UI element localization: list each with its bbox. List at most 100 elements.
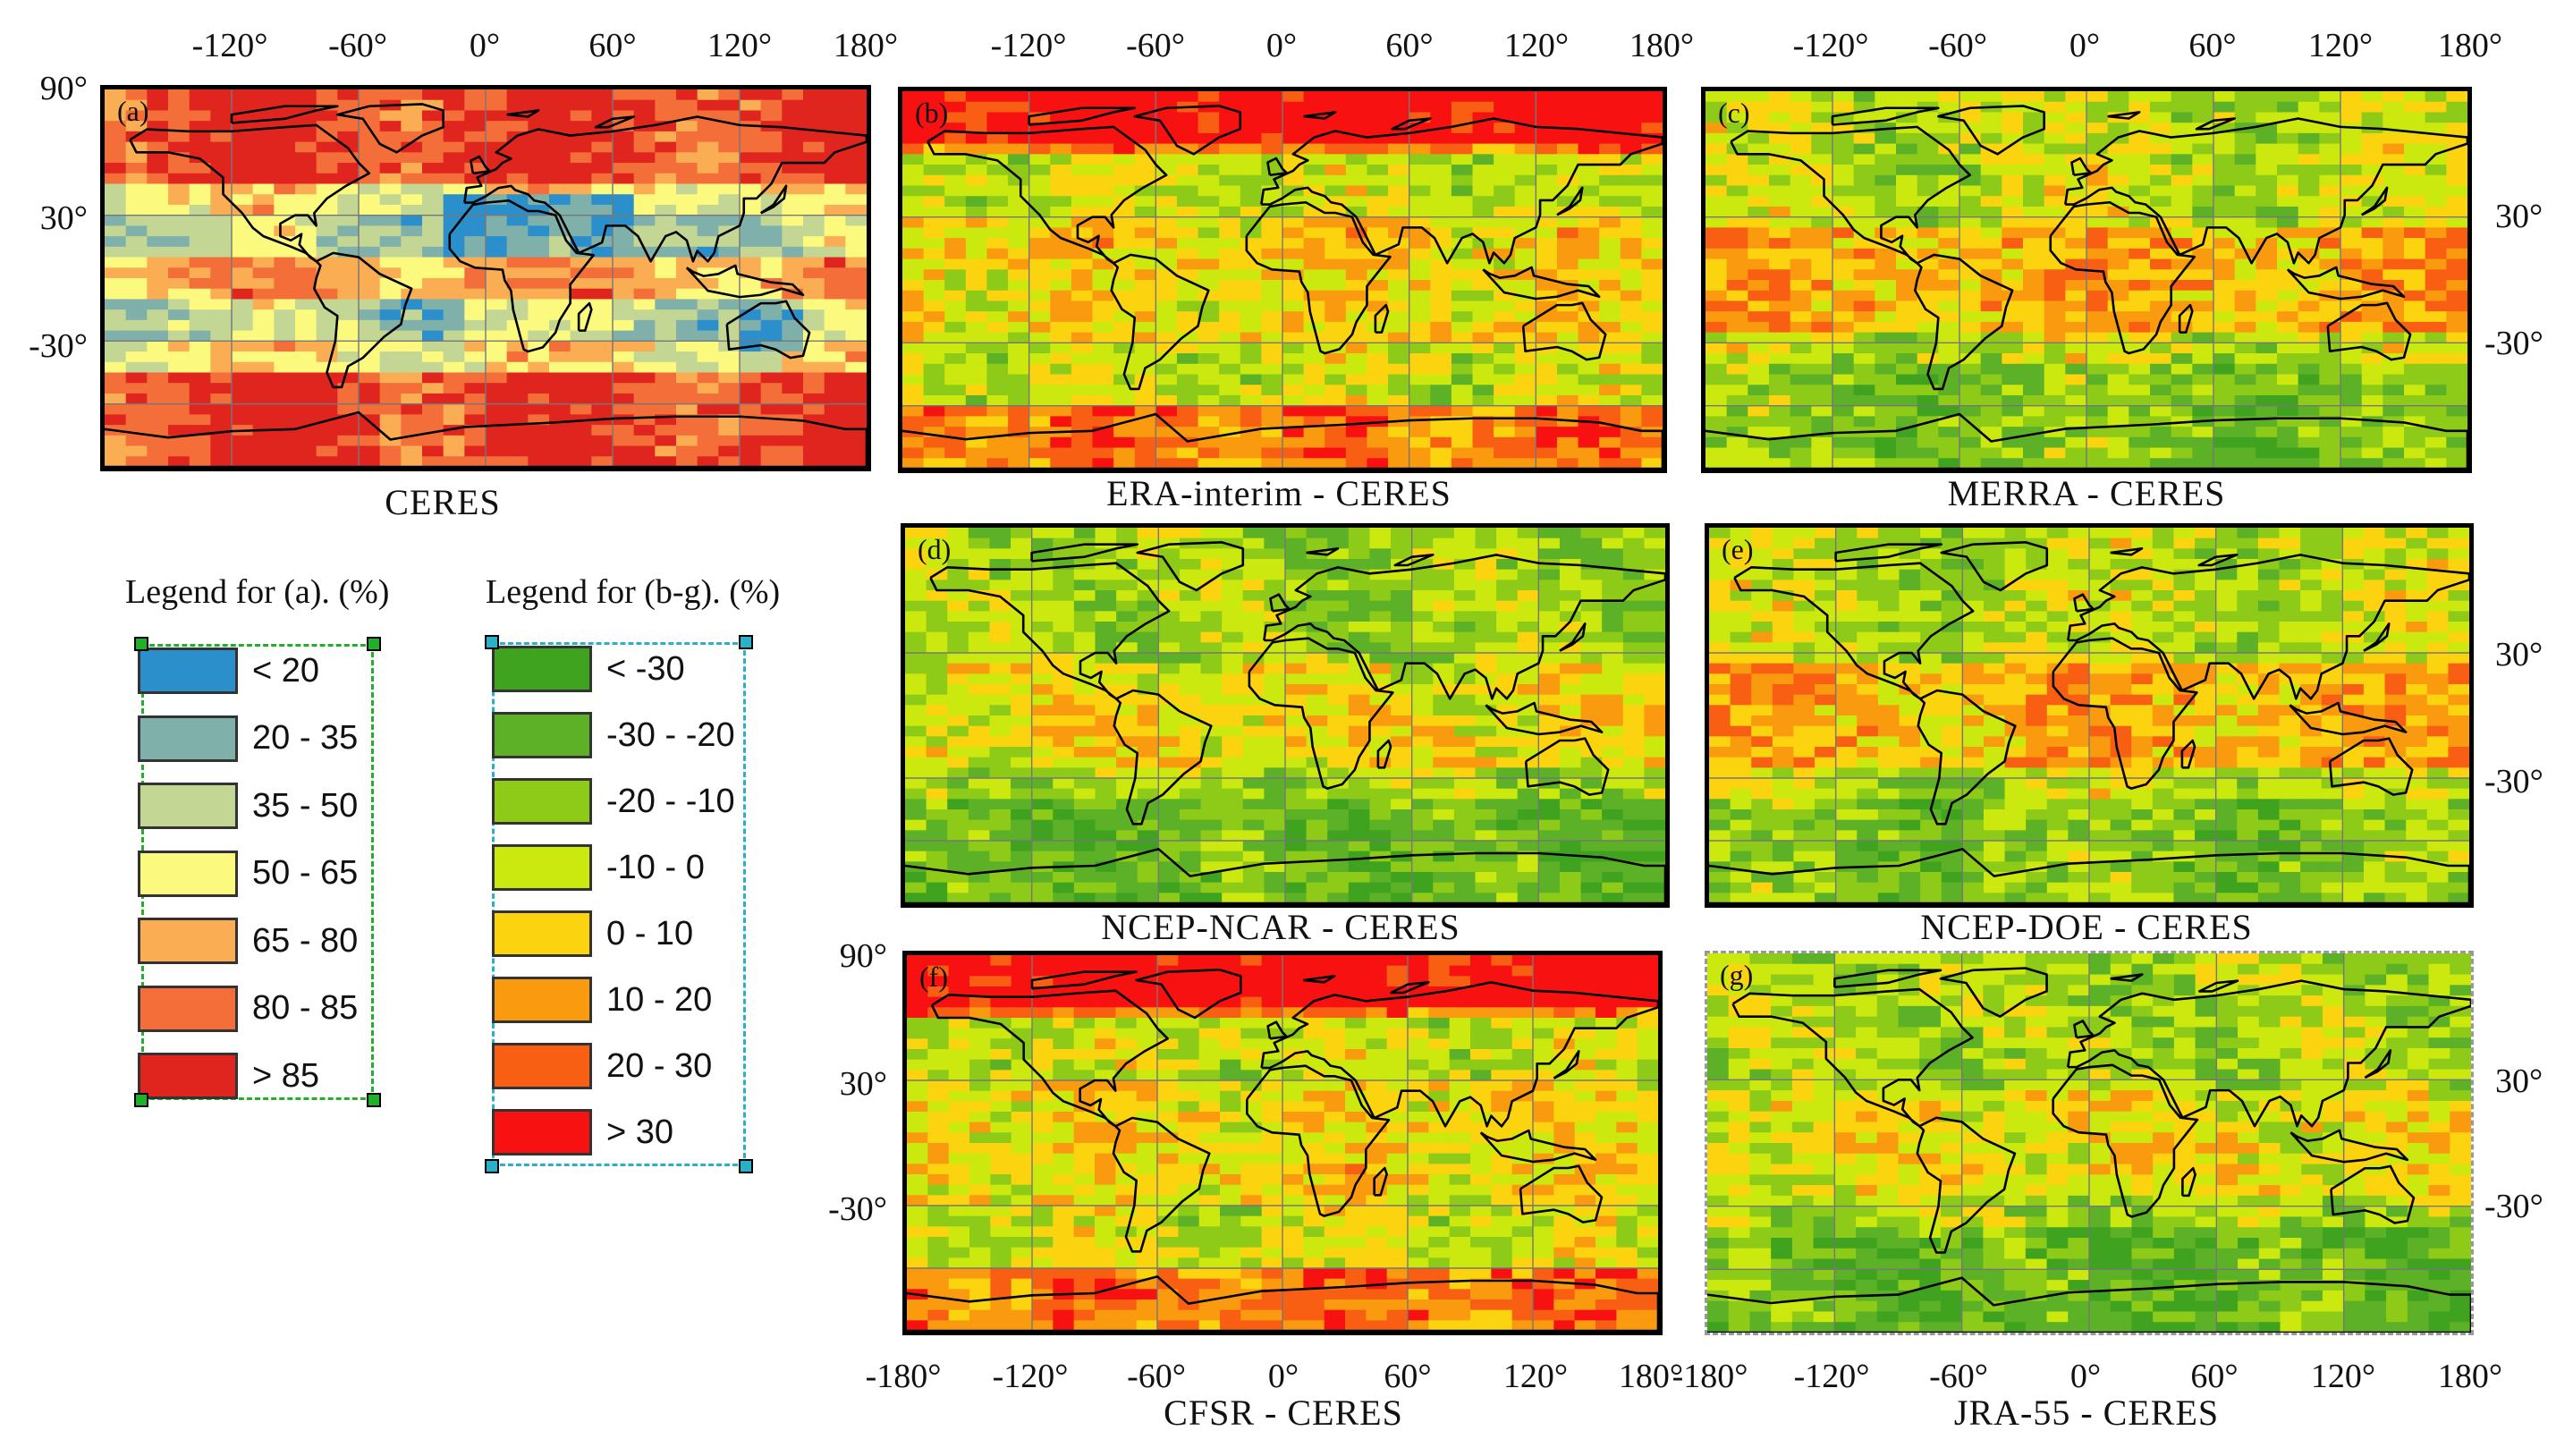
- map-cell: [1980, 143, 2003, 156]
- map-cell: [1748, 280, 1771, 292]
- map-cell: [2002, 101, 2025, 114]
- map-cell: [506, 225, 529, 238]
- map-cell: [986, 290, 1010, 302]
- map-cell: [1811, 353, 1834, 366]
- map-cell: [1602, 747, 1625, 759]
- map-cell: [549, 299, 572, 311]
- map-cell: [2298, 353, 2321, 366]
- map-cell: [760, 361, 783, 374]
- map-cell: [1095, 622, 1118, 634]
- map-cell: [1264, 663, 1287, 675]
- map-cell: [1137, 778, 1160, 791]
- map-cell: [2319, 91, 2342, 104]
- map-cell: [443, 215, 466, 227]
- map-cell: [1748, 258, 1771, 271]
- map-cell: [1369, 642, 1392, 655]
- map-cell: [2256, 405, 2279, 418]
- map-cell: [1514, 394, 1537, 408]
- map-cell: [422, 288, 445, 301]
- map-cell: [2361, 248, 2384, 260]
- map-cell: [1137, 673, 1160, 686]
- map-cell: [1536, 353, 1559, 366]
- map-cell: [2340, 394, 2364, 408]
- map-cell: [1155, 206, 1179, 219]
- map-cell: [613, 89, 636, 102]
- map-cell: [1008, 206, 1031, 219]
- map-cell: [1050, 447, 1073, 460]
- map-cell: [2256, 132, 2279, 146]
- map-cell: [189, 278, 212, 291]
- map-cell: [613, 435, 636, 447]
- map-cell: [1453, 590, 1477, 603]
- map-cell: [1959, 248, 1983, 260]
- map-cell: [1517, 538, 1540, 550]
- map-cell: [2086, 91, 2110, 104]
- map-cell: [1092, 143, 1115, 156]
- map-cell: [1641, 174, 1663, 187]
- map-cell: [295, 383, 318, 395]
- map-cell: [1705, 416, 1729, 428]
- map-cell: [1494, 101, 1517, 114]
- map-cell: [1472, 185, 1495, 198]
- map-cell: [1176, 154, 1199, 166]
- map-cell: [422, 403, 445, 416]
- map-cell: [274, 456, 297, 467]
- map-cell: [274, 403, 297, 416]
- map-cell: [2107, 227, 2130, 240]
- map-cell: [2340, 154, 2364, 166]
- map-cell: [1514, 332, 1537, 344]
- map-cell: [760, 225, 783, 238]
- map-cell: [1008, 143, 1031, 156]
- map-cell: [1113, 91, 1137, 104]
- map-cell: [1620, 416, 1643, 428]
- map-cell: [1430, 385, 1453, 397]
- map-cell: [718, 215, 741, 227]
- coastline: [594, 115, 635, 129]
- map-cell: [1453, 538, 1477, 550]
- map-cell: [633, 456, 656, 467]
- map-cell: [549, 456, 572, 467]
- map-cell: [486, 141, 509, 154]
- map-cell: [1367, 227, 1390, 240]
- map-cell: [986, 174, 1010, 187]
- map-cell: [189, 403, 212, 416]
- map-cell: [2213, 216, 2237, 229]
- coastline: [1937, 105, 2045, 156]
- map-cell: [1219, 112, 1242, 124]
- map-cell: [740, 131, 763, 144]
- map-cell: [591, 278, 614, 291]
- map-cell: [718, 435, 741, 447]
- map-cell: [1261, 332, 1284, 344]
- map-cell: [1242, 569, 1265, 581]
- map-cell: [105, 121, 128, 133]
- map-cell: [2171, 394, 2194, 408]
- map-cell: [1092, 405, 1115, 418]
- map-cell: [422, 278, 445, 291]
- map-cell: [1050, 416, 1073, 428]
- map-cell: [1345, 436, 1368, 449]
- map-cell: [1411, 528, 1435, 540]
- map-cell: [1559, 788, 1582, 800]
- map-cell: [210, 278, 233, 291]
- map-cell: [1790, 447, 1813, 460]
- map-cell: [965, 101, 988, 114]
- map-cell: [1832, 363, 1856, 376]
- map-cell: [1137, 767, 1160, 780]
- map-cell: [1580, 600, 1604, 613]
- map-cell: [274, 361, 297, 374]
- map-cell: [2171, 458, 2194, 469]
- map-cell: [1517, 747, 1540, 759]
- map-cell: [905, 622, 928, 634]
- map-cell: [2213, 436, 2237, 449]
- map-cell: [1938, 332, 1961, 344]
- map-cell: [1514, 206, 1537, 219]
- map-cell: [1134, 101, 1157, 114]
- map-cell: [2234, 301, 2257, 313]
- map-cell: [1494, 301, 1517, 313]
- map-cell: [965, 216, 988, 229]
- map-cell: [803, 267, 826, 280]
- map-cell: [986, 458, 1010, 469]
- map-cell: [1092, 290, 1115, 302]
- map-cell: [947, 778, 970, 791]
- map-cell: [824, 215, 847, 227]
